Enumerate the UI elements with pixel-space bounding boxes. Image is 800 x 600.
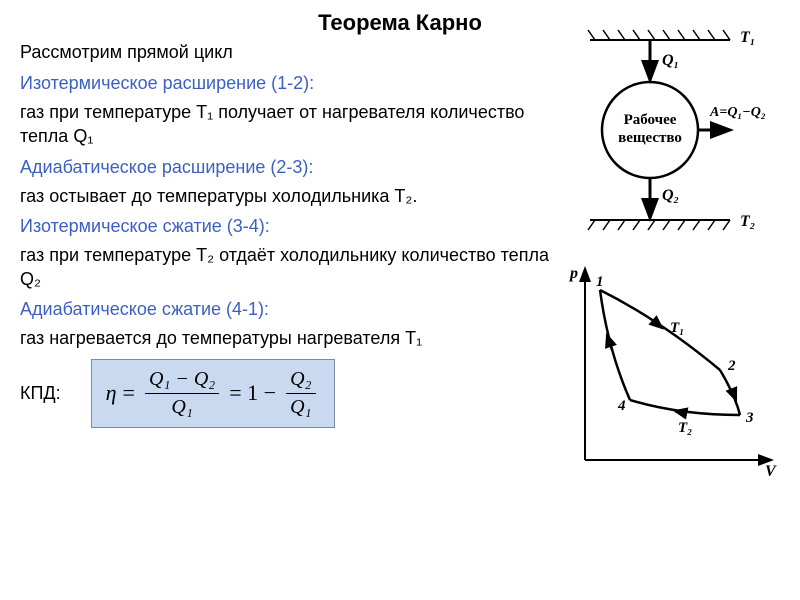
section-3-body: газ при температуре T₂ отдаёт холодильни… — [20, 243, 560, 292]
pt-1: 1 — [596, 274, 604, 290]
efficiency-formula: η = Q₁ − Q₂ Q₁ = 1 − Q₂ Q₁ — [91, 359, 335, 428]
curve-T2: T₂ — [678, 420, 692, 436]
axis-v: V — [765, 463, 777, 480]
axis-p: p — [568, 265, 578, 282]
heat-engine-schematic: T₁ T₂ Рабочее вещество Q₁ — [560, 20, 780, 240]
fraction-2: Q₂ Q₁ — [286, 368, 315, 419]
label-Q2: Q₂ — [662, 187, 679, 204]
label-Q1: Q₁ — [662, 52, 679, 69]
eta-symbol: η — [106, 380, 117, 406]
frac2-num: Q₂ — [286, 368, 315, 394]
pt-3: 3 — [745, 410, 754, 426]
pv-cycle-diagram: p V 1 2 3 4 T₁ T₂ — [560, 260, 780, 490]
pt-2: 2 — [727, 358, 736, 374]
equals-1: = — [123, 380, 135, 406]
label-A: A=Q₁−Q₂ — [709, 105, 766, 120]
label-working-2: вещество — [618, 130, 682, 146]
curve-T1: T₁ — [670, 320, 684, 336]
pt-4: 4 — [617, 398, 626, 414]
frac1-num: Q₁ − Q₂ — [145, 368, 219, 394]
section-1-body: газ при температуре T₁ получает от нагре… — [20, 100, 560, 149]
mid-text: = 1 − — [229, 380, 276, 406]
kpd-label: КПД: — [20, 383, 61, 404]
frac1-den: Q₁ — [167, 394, 196, 419]
section-4-body: газ нагревается до температуры нагревате… — [20, 326, 560, 350]
label-T2: T₂ — [740, 213, 755, 230]
fraction-1: Q₁ − Q₂ Q₁ — [145, 368, 219, 419]
label-working-1: Рабочее — [624, 112, 677, 128]
section-2-body: газ остывает до температуры холодильника… — [20, 184, 560, 208]
frac2-den: Q₁ — [286, 394, 315, 419]
label-T1: T₁ — [740, 29, 755, 46]
